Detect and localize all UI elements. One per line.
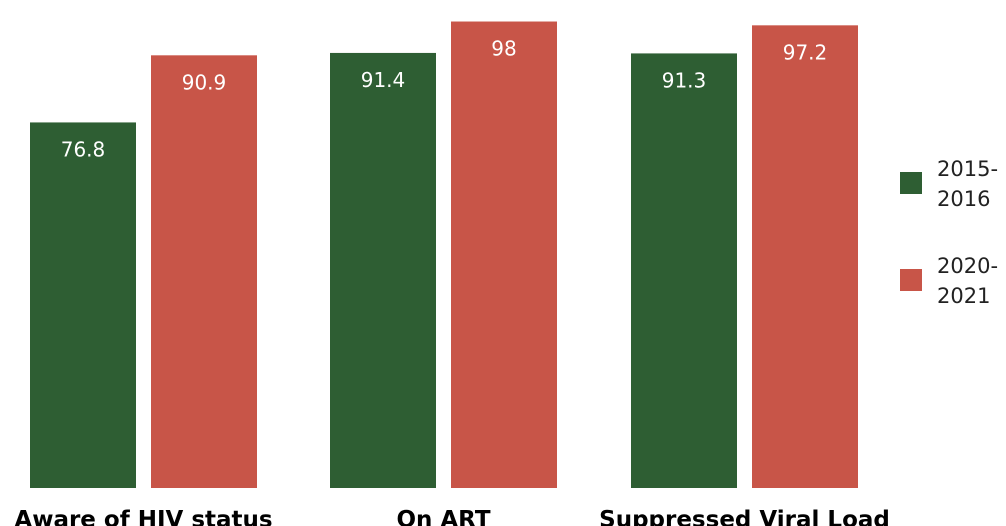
bar-aware-of-hiv-status-2020-2021	[151, 55, 257, 488]
category-labels-layer: Aware of HIV status On ART Suppressed Vira…	[14, 507, 889, 526]
category-label-aware-of-hiv-status: Aware of HIV status	[14, 507, 272, 526]
legend-label-2015-2016: 2015-2016	[937, 157, 998, 211]
bars-layer	[30, 21, 858, 489]
bar-suppressed-viral-load-2020-2021	[752, 25, 858, 488]
value-label-suppressed-viral-load-2015-2016: 91.3	[662, 68, 707, 92]
legend-swatch-2015-2016	[900, 172, 922, 194]
value-label-aware-of-hiv-status-2020-2021: 90.9	[182, 70, 227, 94]
bar-on-art-2015-2016	[330, 52, 436, 488]
value-label-on-art-2020-2021: 98	[491, 37, 516, 61]
bar-aware-of-hiv-status-2015-2016	[30, 122, 136, 488]
bar-suppressed-viral-load-2015-2016	[631, 53, 737, 489]
category-label-on-art: On ART	[396, 507, 490, 526]
bar-on-art-2020-2021	[451, 21, 557, 489]
legend-swatch-2020-2021	[900, 269, 922, 291]
value-label-suppressed-viral-load-2020-2021: 97.2	[783, 40, 828, 64]
category-label-suppressed-viral-load: Suppressed Viral Load	[599, 507, 890, 526]
value-label-aware-of-hiv-status-2015-2016: 76.8	[61, 137, 106, 161]
legend-label-2020-2021: 2020-2021	[937, 254, 998, 308]
value-label-on-art-2015-2016: 91.4	[361, 68, 406, 92]
value-labels-layer: 76.8 90.9 91.4 98 91.3 97.2	[61, 37, 828, 162]
legend: 2015-2016 2020-2021	[900, 157, 998, 308]
